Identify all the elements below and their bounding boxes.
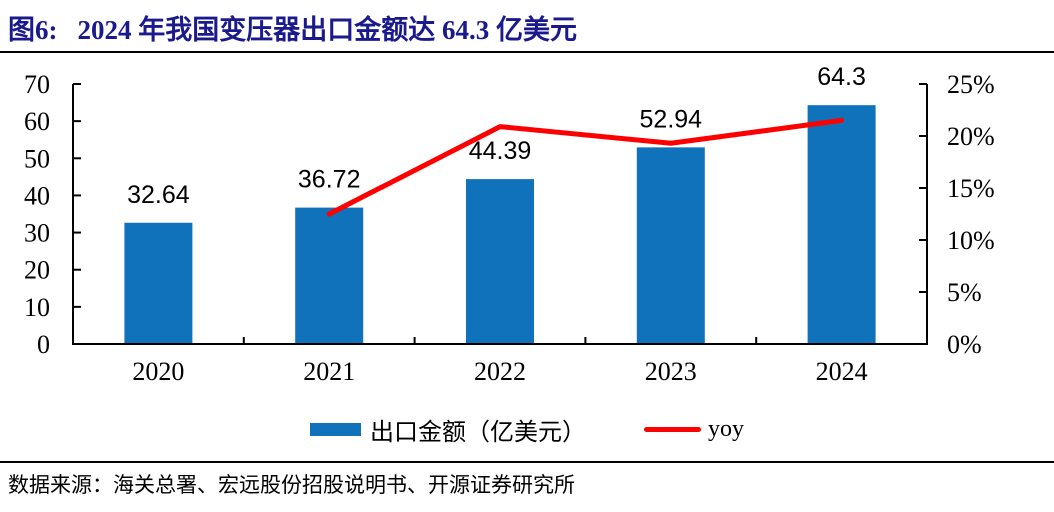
legend-label-export: 出口金额（亿美元） — [370, 420, 586, 446]
title-divider — [0, 51, 1054, 53]
bar-value-label: 64.3 — [817, 63, 866, 91]
x-axis-label: 2023 — [645, 357, 697, 386]
right-axis-tick-label: 15% — [947, 174, 995, 203]
x-axis-label: 2024 — [816, 357, 868, 386]
bar-2022 — [466, 179, 534, 344]
right-axis-tick-label: 25% — [947, 70, 995, 99]
figure-title-text: 2024 年我国变压器出口金额达 64.3 亿美元 — [77, 15, 578, 45]
chart-legend: 出口金额（亿美元） yoy — [0, 412, 1054, 447]
legend-item-yoy: yoy — [644, 416, 744, 443]
right-axis-tick-label: 20% — [947, 122, 995, 151]
figure-title: 图6: 2024 年我国变压器出口金额达 64.3 亿美元 — [8, 8, 577, 47]
legend-label-yoy: yoy — [708, 416, 744, 442]
left-axis-tick-label: 50 — [24, 144, 50, 173]
left-axis-tick-label: 20 — [24, 256, 50, 285]
bar-2024 — [807, 105, 876, 344]
data-source: 数据来源：海关总署、宏远股份招股说明书、开源证券研究所 — [8, 473, 575, 497]
right-axis-tick-label: 10% — [947, 226, 995, 255]
bar-value-label: 32.64 — [127, 181, 190, 209]
left-axis-tick-label: 10 — [24, 293, 50, 322]
left-axis-tick-label: 70 — [24, 70, 50, 99]
line-series-swatch-icon — [644, 427, 701, 432]
source-divider — [0, 461, 1054, 463]
bar-value-label: 52.94 — [640, 105, 703, 133]
left-axis-tick-label: 30 — [24, 219, 50, 248]
chart-svg: 32.64 36.72 44.39 52.94 64.3 0 10 20 30 40 50 60 70 0… — [24, 63, 995, 386]
chart-area: 32.64 36.72 44.39 52.94 64.3 0 10 20 30 40 50 60 70 0… — [0, 55, 1054, 400]
bar-2023 — [636, 147, 705, 344]
bar-2021 — [295, 207, 364, 344]
figure-number-label: 图6: — [8, 15, 58, 45]
bar-series-swatch-icon — [310, 423, 361, 436]
x-axis-label: 2020 — [132, 357, 184, 386]
yoy-line — [326, 117, 845, 217]
left-axis-tick-label: 40 — [24, 181, 50, 210]
left-axis-tick-label: 0 — [37, 330, 50, 359]
left-axis-tick-label: 60 — [24, 107, 50, 136]
x-axis-label: 2021 — [303, 357, 355, 386]
right-axis-tick-label: 5% — [947, 278, 982, 307]
legend-item-export: 出口金额（亿美元） — [310, 412, 586, 447]
x-axis-label: 2022 — [474, 357, 526, 386]
bar-2020 — [124, 222, 193, 344]
right-axis-tick-label: 0% — [947, 330, 982, 359]
bar-value-label: 44.39 — [469, 137, 532, 165]
bar-value-label: 36.72 — [298, 166, 361, 194]
